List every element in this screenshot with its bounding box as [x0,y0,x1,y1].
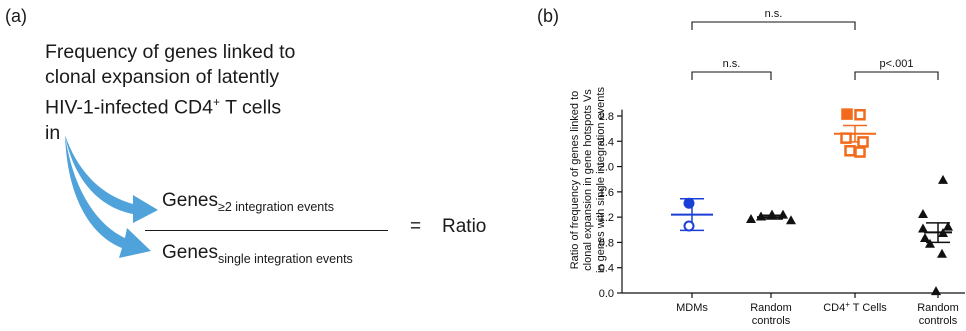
significance-bracket [691,21,856,30]
numerator: Genes≥2 integration events [162,190,334,214]
freq-line-1: Frequency of genes linked to [45,41,296,63]
panel-b-label: (b) [537,6,559,26]
data-point [778,209,788,219]
significance-bracket [854,71,939,80]
freq-line-2: clonal expansion of latently [45,66,280,88]
significance-label: n.s. [723,58,741,70]
data-point [925,238,935,248]
ratio-label: Ratio [442,216,487,237]
freq-line-4: in [45,121,61,144]
y-label-line: clonal expansion in gene hotspots Vs [582,89,594,271]
data-point [841,108,853,120]
data-point [683,197,695,209]
frequency-description: Frequency of genes linked to clonal expa… [45,40,295,146]
arrow-upper-body [65,135,158,223]
numerator-subscript: ≥2 integration events [217,199,334,214]
x-tick-label: MDMs [676,302,708,314]
freq-line-3-tail: T cells [220,96,282,119]
data-point [937,248,947,258]
y-axis-label: Ratio of frequency of genes linked to clo… [569,87,607,273]
data-point [920,233,930,243]
y-tick-label: 0.4 [599,263,614,275]
x-tick-label: Random controls [750,302,792,327]
x-tick-label: CD4+ T Cells [823,300,887,314]
freq-line-3: HIV-1-infected CD4+ T cells [45,90,295,121]
arrow-lower-body [65,135,151,258]
chart-marks [671,108,953,296]
data-point [931,286,941,296]
data-point [840,132,852,144]
chart-axes: 0.0 0.4 0.8 1.2 1.6 2.0 2.4 2.8 MDMs Random contro… [599,109,965,327]
freq-line-3-main: HIV-1-infected CD4 [45,96,213,119]
data-point [683,220,695,232]
denominator-subscript: single integration events [217,251,353,266]
data-point [854,146,866,158]
data-point [854,108,866,121]
data-point [746,214,756,224]
y-tick-label: 2.4 [599,136,614,148]
equals-sign: = [410,216,422,237]
data-point [786,215,796,225]
significance-label: n.s. [765,8,783,20]
y-tick-label: 2.8 [599,111,614,123]
data-point [918,208,928,218]
data-point [767,209,777,219]
y-tick-label: 1.2 [599,212,614,224]
data-point [857,136,869,148]
data-point [844,145,856,157]
y-label-line: Ratio of frequency of genes linked to [569,91,581,270]
significance-bracket [691,71,772,80]
data-point [756,211,766,221]
data-point [938,227,948,237]
fraction-bar [145,230,388,231]
significance-brackets: n.s. n.s. p<.001 [691,8,939,80]
significance-label: p<.001 [880,58,914,70]
cd4-superscript: + [213,95,221,109]
denominator-main: Genes [162,242,218,263]
data-point [938,174,948,184]
y-label-line: in genes with single integration events [595,87,607,273]
data-point [918,223,928,233]
numerator-main: Genes [162,190,218,211]
curved-arrows-graphic [65,135,158,258]
y-tick-label: 1.6 [599,187,614,199]
y-tick-label: 0.8 [599,237,614,249]
denominator: Genessingle integration events [162,242,353,266]
panel-a-label: (a) [5,6,27,26]
x-tick-label: Random controls [917,302,959,327]
data-point [943,221,953,231]
y-tick-label: 2.0 [599,162,614,174]
y-tick-label: 0.0 [599,288,614,300]
